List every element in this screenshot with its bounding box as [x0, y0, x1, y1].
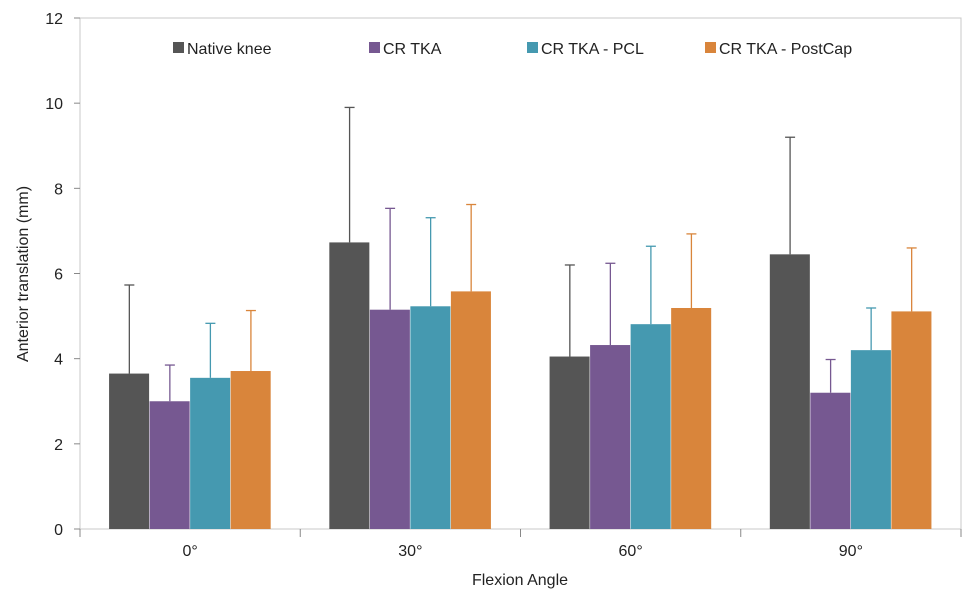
- series-3: [230, 203, 932, 529]
- x-tick-label: 30°: [398, 543, 422, 560]
- bar: [410, 306, 451, 529]
- y-tick-label: 8: [54, 181, 63, 198]
- bar: [109, 373, 150, 529]
- bar-series-group: [109, 106, 932, 529]
- bar: [891, 311, 932, 529]
- legend-swatch: [527, 42, 538, 53]
- bar: [450, 291, 491, 529]
- bar: [810, 392, 851, 529]
- bar: [549, 356, 590, 529]
- bar: [630, 324, 671, 529]
- y-tick-label: 12: [45, 11, 63, 28]
- legend-label: CR TKA - PostCap: [719, 41, 852, 58]
- series-0: [109, 106, 810, 529]
- bar: [149, 401, 190, 529]
- y-tick-label: 6: [54, 267, 63, 284]
- bar: [850, 350, 891, 529]
- legend-swatch: [705, 42, 716, 53]
- x-axis-title: Flexion Angle: [472, 572, 568, 589]
- legend-item: CR TKA - PostCap: [705, 41, 852, 58]
- bar: [230, 371, 271, 529]
- bar: [329, 242, 370, 529]
- legend-label: CR TKA - PCL: [541, 41, 644, 58]
- y-tick-label: 2: [54, 437, 63, 454]
- bar: [769, 254, 810, 529]
- legend-item: Native knee: [173, 41, 272, 58]
- x-tick-label: 90°: [839, 543, 863, 560]
- y-axis: 0 2 4 6 8 10 12: [45, 11, 80, 539]
- series-1: [149, 207, 851, 529]
- y-tick-label: 4: [54, 352, 63, 369]
- x-axis: 0° 30° 60° 90°: [79, 529, 962, 560]
- x-tick-label: 0°: [182, 543, 197, 560]
- legend-swatch: [173, 42, 184, 53]
- legend-item: CR TKA: [369, 41, 442, 58]
- bar: [369, 309, 410, 529]
- bar: [671, 307, 712, 529]
- y-tick-label: 10: [45, 96, 63, 113]
- legend-swatch: [369, 42, 380, 53]
- bar: [190, 377, 231, 529]
- legend: Native knee CR TKA CR TKA - PCL CR TKA - Po…: [173, 41, 852, 58]
- legend-item: CR TKA - PCL: [527, 41, 644, 58]
- y-tick-label: 0: [54, 522, 63, 539]
- bar: [590, 345, 631, 529]
- y-axis-title: Anterior translation (mm): [15, 186, 32, 362]
- legend-label: Native knee: [187, 41, 272, 58]
- series-2: [190, 217, 891, 529]
- legend-label: CR TKA: [383, 41, 442, 58]
- x-tick-label: 60°: [619, 543, 643, 560]
